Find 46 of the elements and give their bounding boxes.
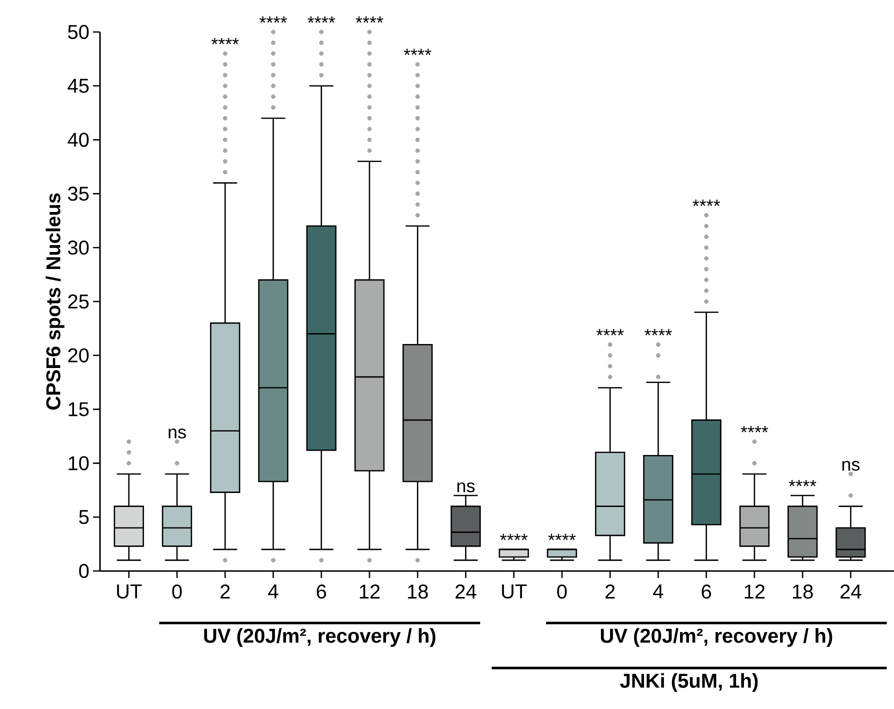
annotation: **** bbox=[404, 48, 432, 56]
x-tick-label: 2 bbox=[606, 584, 615, 598]
annotation: **** bbox=[548, 534, 576, 540]
y-tick-label: 15 bbox=[68, 402, 89, 416]
annotation: **** bbox=[500, 534, 528, 540]
x-tick-label: 6 bbox=[316, 584, 326, 599]
annotation: ns bbox=[457, 482, 475, 492]
x-tick-label: 6 bbox=[702, 584, 712, 599]
x-tick-label: 4 bbox=[653, 584, 664, 598]
annotation: **** bbox=[211, 38, 239, 44]
x-tick-label: 0 bbox=[172, 584, 182, 599]
y-tick-label: 35 bbox=[68, 186, 89, 201]
annotation: **** bbox=[596, 329, 624, 336]
y-tick-label: 25 bbox=[68, 294, 89, 309]
text: UV (20J/m², recovery / h) bbox=[204, 628, 436, 647]
y-tick-label: 45 bbox=[68, 78, 89, 93]
x-tick-label: 18 bbox=[792, 584, 813, 599]
text: **** bbox=[308, 16, 336, 23]
x-tick-label: 12 bbox=[744, 584, 765, 598]
x-tick-label: UT bbox=[502, 584, 527, 598]
y-tick-label: 30 bbox=[68, 240, 89, 255]
x-tick-label: UT bbox=[117, 584, 142, 598]
y-axis-title: CPSF6 spots / Nucleus bbox=[46, 193, 64, 410]
text: **** bbox=[356, 16, 384, 23]
annotation: **** bbox=[788, 480, 816, 486]
annotation: **** bbox=[692, 200, 720, 206]
annotation: **** bbox=[740, 426, 768, 432]
x-tick-label: 2 bbox=[220, 584, 230, 598]
y-tick-label: 10 bbox=[68, 456, 89, 470]
y-tick-label: 40 bbox=[68, 132, 89, 147]
text: **** bbox=[260, 16, 287, 23]
annotation: ns bbox=[168, 428, 186, 438]
text: UV (20J/m², recovery / h) bbox=[600, 628, 832, 647]
x-tick-label: 12 bbox=[360, 584, 380, 598]
annotation: ns bbox=[842, 460, 860, 471]
text: JNKi (5uM, 1h) bbox=[620, 673, 758, 692]
x-tick-label: 18 bbox=[408, 584, 428, 599]
y-tick-label: 50 bbox=[68, 24, 89, 40]
annotation: **** bbox=[644, 329, 672, 336]
x-tick-label: 4 bbox=[268, 584, 278, 598]
x-tick-label: 0 bbox=[557, 584, 567, 599]
x-tick-label: 24 bbox=[840, 584, 862, 598]
y-tick-label: 5 bbox=[79, 510, 89, 524]
x-tick-label: 24 bbox=[456, 584, 476, 598]
y-tick-label: 0 bbox=[79, 564, 89, 578]
y-tick-label: 20 bbox=[68, 348, 89, 362]
